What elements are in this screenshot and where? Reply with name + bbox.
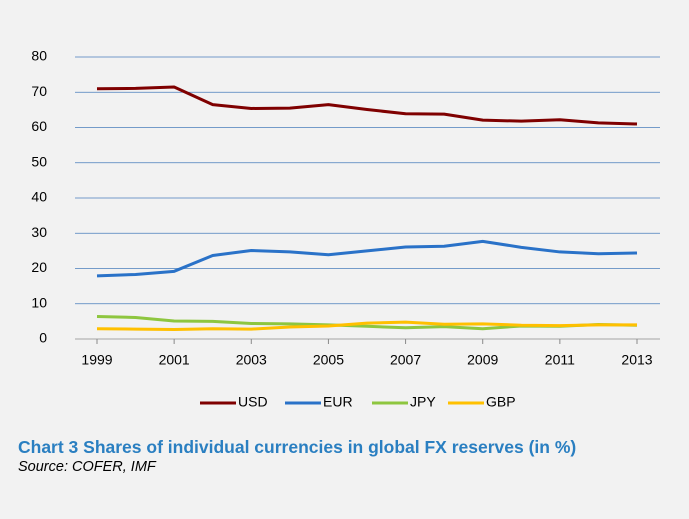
y-tick-label: 30 xyxy=(31,224,47,240)
x-tick-label: 2005 xyxy=(313,352,344,368)
y-tick-label: 70 xyxy=(31,83,47,99)
x-tick-label: 1999 xyxy=(81,352,112,368)
y-tick-label: 60 xyxy=(31,118,47,134)
y-tick-label: 0 xyxy=(39,330,47,346)
x-tick-label: 2011 xyxy=(545,352,575,368)
chart-title: Chart 3 Shares of individual currencies … xyxy=(18,437,577,457)
series-line xyxy=(96,239,638,278)
y-tick-label: 40 xyxy=(31,189,47,205)
series-line xyxy=(96,85,638,126)
x-tick-label: 2013 xyxy=(621,352,652,368)
series-line xyxy=(96,320,637,331)
x-tick-label: 2003 xyxy=(236,352,267,368)
legend-label: GBP xyxy=(486,394,516,410)
caption: Chart 3 Shares of individual currencies … xyxy=(18,436,678,476)
y-tick-label: 20 xyxy=(31,259,47,275)
chart-source: Source: COFER, IMF xyxy=(18,459,156,475)
x-tick-label: 2009 xyxy=(467,352,498,368)
legend-label: EUR xyxy=(323,394,353,410)
y-tick-label: 10 xyxy=(31,294,47,310)
legend-label: USD xyxy=(238,394,268,410)
y-tick-label: 50 xyxy=(31,153,47,169)
y-tick-label: 80 xyxy=(31,48,47,64)
x-tick-label: 2001 xyxy=(159,352,190,368)
legend-label: JPY xyxy=(410,394,436,410)
x-tick-label: 2007 xyxy=(390,352,421,368)
chart: 0 10 20 30 40 50 60 70 80 1999 2001 2003 2005 2007 200… xyxy=(31,48,660,410)
